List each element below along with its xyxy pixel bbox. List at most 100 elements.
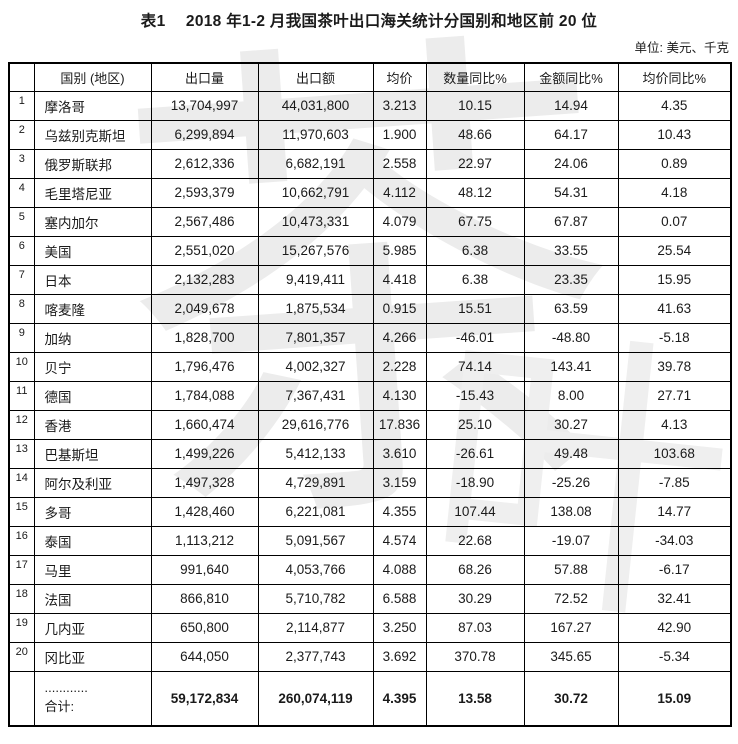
country-cell: 泰国 bbox=[33, 525, 152, 556]
country-cell: 香港 bbox=[33, 409, 152, 440]
rank-cell: 9 bbox=[8, 322, 35, 353]
price-yoy-cell: -5.18 bbox=[617, 322, 732, 353]
qty-yoy-cell: 370.78 bbox=[425, 641, 525, 672]
volume-cell: 1,113,212 bbox=[150, 525, 259, 556]
price-yoy-cell: 14.77 bbox=[617, 496, 732, 527]
country-cell: 马里 bbox=[33, 554, 152, 585]
volume-cell: 644,050 bbox=[150, 641, 259, 672]
value-cell: 6,221,081 bbox=[257, 496, 374, 527]
qty-yoy-cell: 107.44 bbox=[425, 496, 525, 527]
country-cell: 乌兹别克斯坦 bbox=[33, 119, 152, 150]
table-row: 4 毛里塔尼亚 2,593,379 10,662,791 4.112 48.12 54.31… bbox=[8, 177, 732, 208]
value-cell: 4,002,327 bbox=[257, 351, 374, 382]
table-row: 2 乌兹别克斯坦 6,299,894 11,970,603 1.900 48.66 64.1… bbox=[8, 119, 732, 150]
price-cell: 6.588 bbox=[372, 583, 427, 614]
header-amt-yoy: 金额同比% bbox=[523, 62, 619, 92]
table-row: 14 阿尔及利亚 1,497,328 4,729,891 3.159 -18.90 -25.… bbox=[8, 467, 732, 498]
amt-yoy-cell: -48.80 bbox=[523, 322, 619, 353]
table-row: 3 俄罗斯联邦 2,612,336 6,682,191 2.558 22.97 24.06 0… bbox=[8, 148, 732, 179]
qty-yoy-cell: 87.03 bbox=[425, 612, 525, 643]
price-cell: 3.213 bbox=[372, 90, 427, 121]
price-yoy-cell: 41.63 bbox=[617, 293, 732, 324]
qty-yoy-cell: 6.38 bbox=[425, 264, 525, 295]
price-yoy-cell: -7.85 bbox=[617, 467, 732, 498]
price-cell: 4.266 bbox=[372, 322, 427, 353]
qty-yoy-cell: 22.97 bbox=[425, 148, 525, 179]
total-label-cell: ............ 合计: bbox=[33, 670, 152, 727]
country-cell: 多哥 bbox=[33, 496, 152, 527]
header-rank bbox=[8, 62, 35, 92]
table-row: 1 摩洛哥 13,704,997 44,031,800 3.213 10.15 14.94 4… bbox=[8, 90, 732, 121]
total-rank-cell bbox=[8, 670, 35, 727]
country-cell: 贝宁 bbox=[33, 351, 152, 382]
price-yoy-cell: 4.13 bbox=[617, 409, 732, 440]
total-row: ............ 合计: 59,172,834 260,074,119 … bbox=[8, 670, 732, 727]
amt-yoy-cell: 30.27 bbox=[523, 409, 619, 440]
qty-yoy-cell: 48.12 bbox=[425, 177, 525, 208]
total-qty-yoy-cell: 13.58 bbox=[425, 670, 525, 727]
country-cell: 摩洛哥 bbox=[33, 90, 152, 121]
table-row: 8 喀麦隆 2,049,678 1,875,534 0.915 15.51 63.59 41.… bbox=[8, 293, 732, 324]
value-cell: 10,662,791 bbox=[257, 177, 374, 208]
rank-cell: 18 bbox=[8, 583, 35, 614]
qty-yoy-cell: 15.51 bbox=[425, 293, 525, 324]
amt-yoy-cell: 33.55 bbox=[523, 235, 619, 266]
rank-cell: 16 bbox=[8, 525, 35, 556]
header-value: 出口额 bbox=[257, 62, 374, 92]
value-cell: 1,875,534 bbox=[257, 293, 374, 324]
country-cell: 美国 bbox=[33, 235, 152, 266]
table-row: 16 泰国 1,113,212 5,091,567 4.574 22.68 -19.07 -3… bbox=[8, 525, 732, 556]
volume-cell: 1,828,700 bbox=[150, 322, 259, 353]
value-cell: 10,473,331 bbox=[257, 206, 374, 237]
country-cell: 阿尔及利亚 bbox=[33, 467, 152, 498]
tea-export-table: 国别 (地区) 出口量 出口额 均价 数量同比% 金额同比% 均价同比% 1 摩洛… bbox=[8, 62, 732, 727]
value-cell: 7,367,431 bbox=[257, 380, 374, 411]
value-cell: 29,616,776 bbox=[257, 409, 374, 440]
price-yoy-cell: 4.35 bbox=[617, 90, 732, 121]
volume-cell: 2,593,379 bbox=[150, 177, 259, 208]
total-label: 合计: bbox=[44, 699, 75, 715]
price-cell: 4.574 bbox=[372, 525, 427, 556]
country-cell: 冈比亚 bbox=[33, 641, 152, 672]
rank-cell: 12 bbox=[8, 409, 35, 440]
price-yoy-cell: 10.43 bbox=[617, 119, 732, 150]
price-cell: 4.112 bbox=[372, 177, 427, 208]
qty-yoy-cell: 30.29 bbox=[425, 583, 525, 614]
price-yoy-cell: 15.95 bbox=[617, 264, 732, 295]
amt-yoy-cell: 72.52 bbox=[523, 583, 619, 614]
amt-yoy-cell: 49.48 bbox=[523, 438, 619, 469]
volume-cell: 13,704,997 bbox=[150, 90, 259, 121]
country-cell: 俄罗斯联邦 bbox=[33, 148, 152, 179]
amt-yoy-cell: -19.07 bbox=[523, 525, 619, 556]
rank-cell: 15 bbox=[8, 496, 35, 527]
amt-yoy-cell: 63.59 bbox=[523, 293, 619, 324]
table-row: 13 巴基斯坦 1,499,226 5,412,133 3.610 -26.61 49.48… bbox=[8, 438, 732, 469]
price-yoy-cell: 42.90 bbox=[617, 612, 732, 643]
country-cell: 巴基斯坦 bbox=[33, 438, 152, 469]
qty-yoy-cell: 10.15 bbox=[425, 90, 525, 121]
value-cell: 5,710,782 bbox=[257, 583, 374, 614]
price-yoy-cell: 0.07 bbox=[617, 206, 732, 237]
table-row: 20 冈比亚 644,050 2,377,743 3.692 370.78 345.65 -5… bbox=[8, 641, 732, 672]
qty-yoy-cell: -46.01 bbox=[425, 322, 525, 353]
qty-yoy-cell: 68.26 bbox=[425, 554, 525, 585]
amt-yoy-cell: 57.88 bbox=[523, 554, 619, 585]
price-yoy-cell: -34.03 bbox=[617, 525, 732, 556]
price-cell: 3.610 bbox=[372, 438, 427, 469]
header-volume: 出口量 bbox=[150, 62, 259, 92]
table-body: 1 摩洛哥 13,704,997 44,031,800 3.213 10.15 14.94 4… bbox=[8, 90, 732, 672]
country-cell: 德国 bbox=[33, 380, 152, 411]
rank-cell: 5 bbox=[8, 206, 35, 237]
value-cell: 7,801,357 bbox=[257, 322, 374, 353]
total-price-yoy-cell: 15.09 bbox=[617, 670, 732, 727]
price-yoy-cell: -5.34 bbox=[617, 641, 732, 672]
value-cell: 4,729,891 bbox=[257, 467, 374, 498]
total-amt-yoy-cell: 30.72 bbox=[523, 670, 619, 727]
table-row: 18 法国 866,810 5,710,782 6.588 30.29 72.52 32.41 bbox=[8, 583, 732, 614]
price-cell: 3.159 bbox=[372, 467, 427, 498]
total-value-cell: 260,074,119 bbox=[257, 670, 374, 727]
amt-yoy-cell: 8.00 bbox=[523, 380, 619, 411]
amt-yoy-cell: 345.65 bbox=[523, 641, 619, 672]
value-cell: 5,091,567 bbox=[257, 525, 374, 556]
volume-cell: 2,612,336 bbox=[150, 148, 259, 179]
